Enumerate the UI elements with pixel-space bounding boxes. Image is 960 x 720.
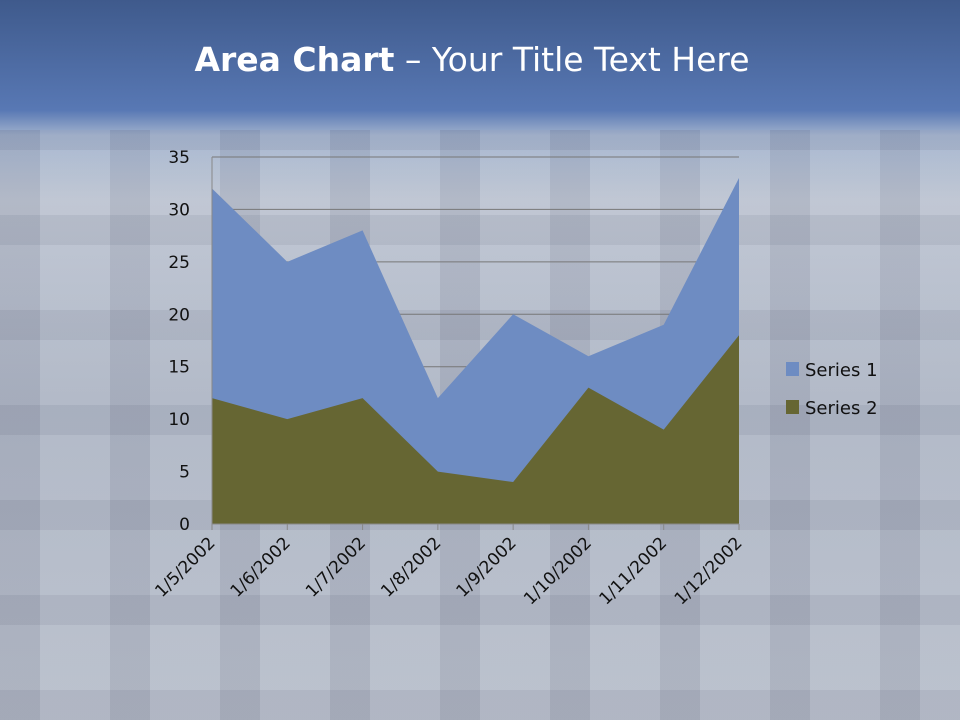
x-tick-label: 1/6/2002 — [227, 533, 295, 601]
x-tick-label: 1/8/2002 — [377, 533, 445, 601]
x-tick-label: 1/9/2002 — [453, 533, 521, 601]
legend-label: Series 2 — [805, 398, 878, 419]
x-tick-label: 1/12/2002 — [671, 533, 747, 609]
legend-label: Series 1 — [805, 360, 878, 381]
x-tick-label: 1/5/2002 — [151, 533, 219, 601]
legend-swatch — [786, 362, 799, 376]
y-tick-label: 35 — [168, 148, 190, 168]
title-bold: Area Chart — [194, 40, 395, 79]
y-tick-label: 30 — [168, 200, 190, 220]
x-tick-label: 1/7/2002 — [302, 533, 370, 601]
y-tick-label: 20 — [168, 305, 190, 325]
slide-title: Area Chart – Your Title Text Here — [0, 40, 944, 79]
y-tick-label: 15 — [168, 358, 190, 378]
x-tick-label: 1/10/2002 — [520, 533, 596, 609]
y-tick-label: 10 — [168, 410, 190, 430]
y-tick-label: 5 — [179, 463, 190, 483]
area-series-2 — [212, 335, 739, 524]
y-tick-label: 0 — [179, 515, 190, 535]
y-tick-label: 25 — [168, 253, 190, 273]
x-tick-label: 1/11/2002 — [595, 533, 671, 609]
title-rest: – Your Title Text Here — [394, 40, 750, 79]
legend-swatch — [786, 400, 799, 414]
